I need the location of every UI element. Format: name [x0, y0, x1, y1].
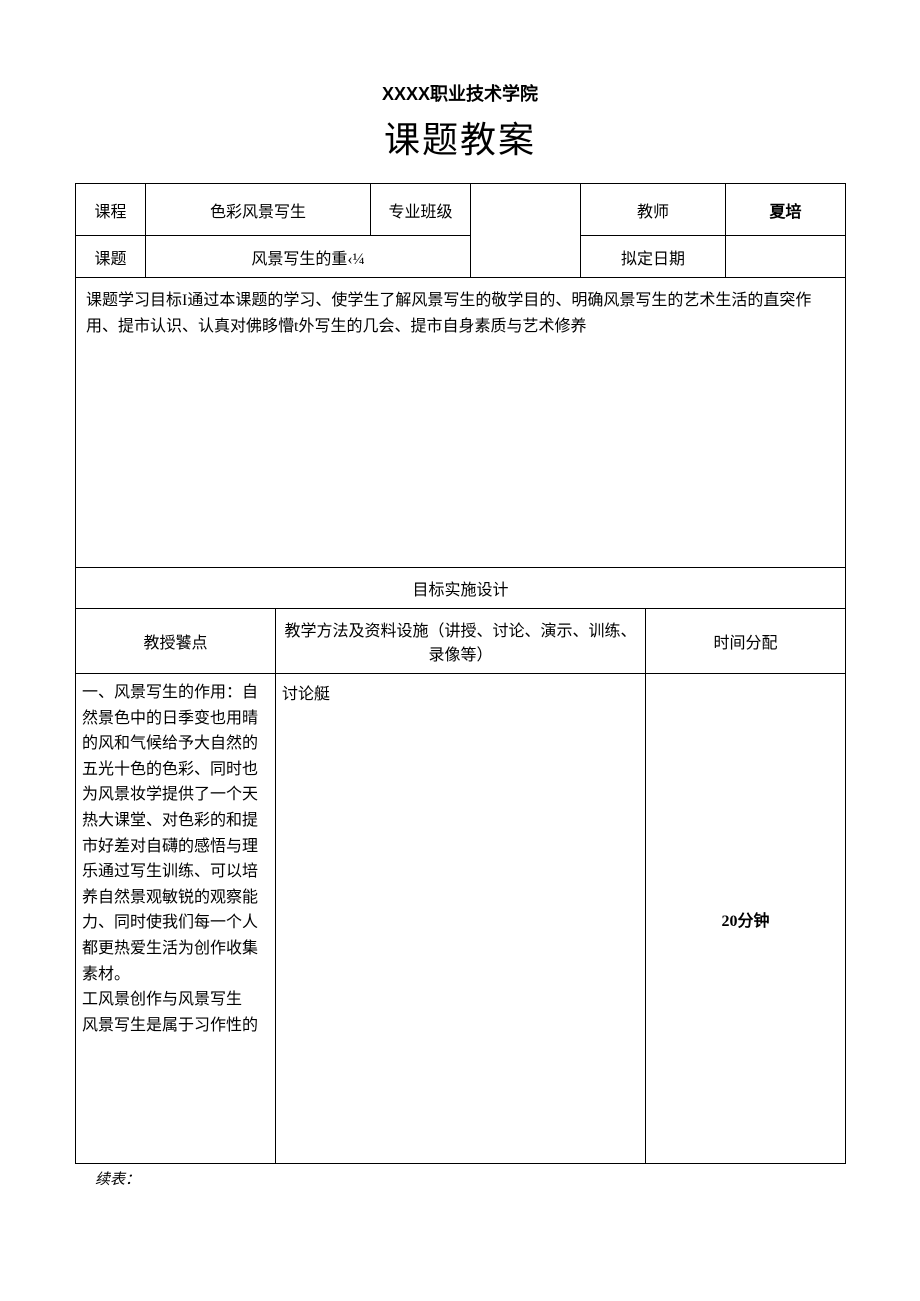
course-label: 课程	[76, 184, 146, 236]
date-value	[726, 236, 846, 278]
teacher-value: 夏培	[726, 184, 846, 236]
institution-name: XXXX职业技术学院	[75, 80, 845, 106]
topic-value: 风景写生的重‹¼	[146, 236, 471, 278]
design-content-row: 一、风景写生的作用：自然景色中的日季变也用晴的风和气候给予大自然的五光十色的色彩…	[76, 674, 846, 1164]
topic-label: 课题	[76, 236, 146, 278]
col2-content: 讨论艇	[276, 674, 646, 1164]
teacher-label: 教师	[581, 184, 726, 236]
class-value	[471, 184, 581, 278]
info-row-1: 课程 色彩风景写生 专业班级 教师 夏培	[76, 184, 846, 236]
class-label: 专业班级	[371, 184, 471, 236]
design-section-title: 目标实施设计	[76, 568, 846, 609]
goal-text: 课题学习目标I通过本课题的学习、使学生了解风景写生的敬学目的、明确风景写生的艺术…	[76, 278, 846, 568]
col3-content: 20分钟	[646, 674, 846, 1164]
col2-header: 教学方法及资料设施（讲授、讨论、演示、训练、录像等）	[276, 609, 646, 674]
info-row-2: 课题 风景写生的重‹¼ 拟定日期	[76, 236, 846, 278]
col1-content: 一、风景写生的作用：自然景色中的日季变也用晴的风和气候给予大自然的五光十色的色彩…	[76, 674, 276, 1164]
col3-header: 时间分配	[646, 609, 846, 674]
design-subheader-row: 教授饕点 教学方法及资料设施（讲授、讨论、演示、训练、录像等） 时间分配	[76, 609, 846, 674]
course-value: 色彩风景写生	[146, 184, 371, 236]
goal-row: 课题学习目标I通过本课题的学习、使学生了解风景写生的敬学目的、明确风景写生的艺术…	[76, 278, 846, 568]
design-header-row: 目标实施设计	[76, 568, 846, 609]
lesson-plan-table: 课程 色彩风景写生 专业班级 教师 夏培 课题 风景写生的重‹¼ 拟定日期 课题…	[75, 183, 846, 1164]
col1-header: 教授饕点	[76, 609, 276, 674]
document-title: 课题教案	[75, 111, 845, 163]
date-label: 拟定日期	[581, 236, 726, 278]
continue-note: 续表：	[75, 1168, 845, 1189]
